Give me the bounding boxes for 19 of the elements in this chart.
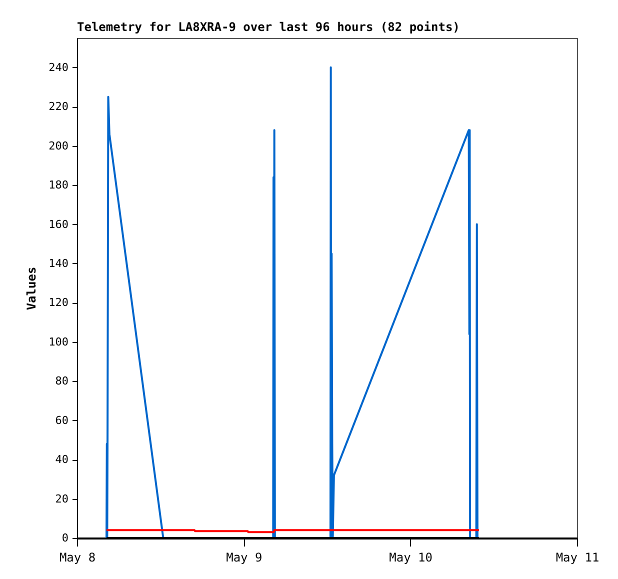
chart-title: Telemetry for LA8XRA-9 over last 96 hours (82 points) — [77, 20, 460, 34]
y-tick-label: 140 — [48, 256, 68, 270]
x-tick-label: May 11 — [556, 550, 600, 564]
x-tick-label: May 9 — [226, 550, 262, 564]
y-tick-label: 80 — [55, 374, 68, 388]
y-tick-label: 60 — [55, 414, 68, 427]
y-tick-label: 40 — [55, 453, 68, 466]
y-tick-label: 200 — [48, 139, 68, 152]
y-tick-label: 160 — [48, 218, 68, 231]
y-tick-label: 180 — [48, 178, 68, 192]
y-tick-label: 240 — [48, 60, 68, 74]
y-axis-title: Values — [24, 266, 39, 310]
y-tick-label: 20 — [55, 492, 68, 506]
y-tick-label: 0 — [62, 532, 68, 544]
x-tick-label: May 10 — [389, 550, 433, 564]
y-tick-label: 100 — [48, 335, 68, 348]
x-tick-label: May 8 — [59, 550, 96, 564]
y-tick-label: 220 — [48, 100, 68, 114]
y-tick-label: 120 — [48, 296, 68, 310]
